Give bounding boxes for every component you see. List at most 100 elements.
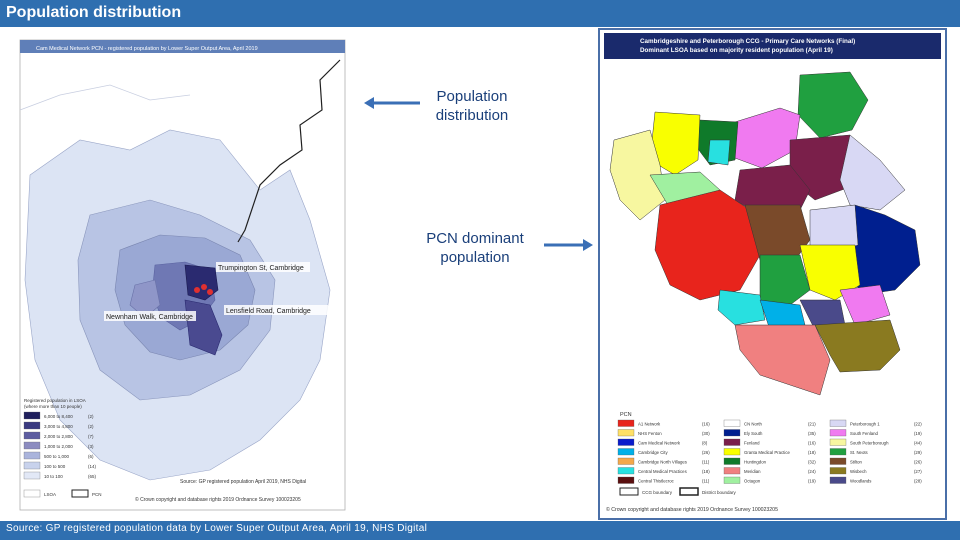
right-legend-swatch [829, 419, 847, 427]
left-legend-title-2: (where more than 10 people) [24, 404, 82, 409]
right-legend-label: Cam Medical Network [638, 441, 681, 446]
right-legend-label: South Fenland [850, 431, 879, 436]
left-legend-label: 3,000 to 4,800 [44, 424, 73, 429]
right-legend-swatch [723, 429, 741, 437]
place-label-lensfield: Lensfield Road, Cambridge [226, 308, 311, 315]
right-legend-swatch [723, 438, 741, 446]
right-legend-label: St. Neots [850, 450, 868, 455]
right-legend-swatch [829, 467, 847, 475]
right-legend-swatch [617, 419, 635, 427]
left-legend-count: (2) [88, 424, 94, 429]
left-map-copyright: © Crown copyright and database rights 20… [135, 496, 301, 503]
right-legend-label: Octagon [744, 479, 761, 484]
right-legend-swatch [829, 448, 847, 456]
right-legend-label: Cambridge North Villages [638, 460, 687, 465]
right-legend-label: Wisbech [850, 469, 867, 474]
right-legend-count: (8) [702, 441, 708, 446]
left-legend-swatch [23, 441, 41, 450]
right-legend-count: (16) [702, 422, 710, 427]
source-note: Source: GP registered population data by… [6, 523, 428, 534]
place-label-newnham: Newnham Walk, Cambridge [106, 314, 193, 321]
right-legend-swatch [829, 457, 847, 465]
right-legend-count: (11) [702, 479, 710, 484]
right-legend-label: South Peterborough [850, 441, 889, 446]
right-legend-swatch [617, 448, 635, 456]
left-legend-pcn: PCN [92, 492, 102, 497]
right-map-title-1: Cambridgeshire and Peterborough CCG - Pr… [640, 38, 855, 45]
left-legend-title-1: Registered population in LSOA [24, 398, 86, 403]
left-legend-swatch [23, 421, 41, 430]
left-map-legend: Registered population in LSOA (where mor… [23, 398, 102, 498]
annotation-line: population [440, 249, 510, 266]
right-legend-label: Granta Medical Practice [744, 450, 790, 455]
right-legend-ccg-boundary: CCG boundary [642, 490, 673, 495]
right-legend-count: (26) [702, 450, 710, 455]
right-legend-count: (26) [914, 460, 922, 465]
left-legend-count: (6) [88, 454, 94, 459]
left-legend-label: 500 to 1,000 [44, 454, 70, 459]
right-legend-title: PCN [620, 412, 632, 418]
right-legend-count: (44) [914, 441, 922, 446]
arrow-to-right-map [544, 239, 593, 251]
right-legend-label: Central Thistlecroc [638, 479, 675, 484]
left-legend-count: (14) [88, 464, 97, 469]
right-legend-label: Cambridge City [638, 450, 668, 455]
left-legend-count: (2) [88, 414, 94, 419]
annotation-line: Population [436, 88, 508, 105]
right-legend-label: Peterborough 1 [850, 422, 880, 427]
left-legend-swatch [23, 411, 41, 420]
right-legend-label: Stilton [850, 460, 863, 465]
left-legend-swatch [23, 461, 41, 470]
right-legend-label: A1 Network [638, 422, 661, 427]
arrow-to-left-map [364, 97, 420, 109]
left-legend-lsoa: LSOA [44, 492, 56, 497]
annotation-line: distribution [435, 107, 509, 124]
page-title: Population distribution [6, 4, 182, 21]
right-legend-swatch [617, 457, 635, 465]
population-distribution-annotation: Population distribution [412, 87, 532, 125]
right-legend-count: (19) [808, 479, 816, 484]
right-legend-swatch [829, 438, 847, 446]
left-map-source: Source: GP registered population April 2… [180, 479, 306, 485]
pcn-dominant-annotation: PCN dominant population [405, 229, 545, 267]
left-legend-label: 10 to 100 [44, 474, 63, 479]
right-legend-label: Ely South [744, 431, 763, 436]
right-legend-swatch [723, 419, 741, 427]
right-legend-count: (18) [808, 450, 816, 455]
right-legend-swatch [723, 457, 741, 465]
right-legend-count: (32) [808, 460, 816, 465]
left-legend-count: (65) [88, 474, 97, 479]
right-legend-swatch [617, 467, 635, 475]
right-legend-count: (18) [702, 469, 710, 474]
right-map: Cambridgeshire and Peterborough CCG - Pr… [598, 28, 947, 520]
right-legend-label: NHS Fenton [638, 431, 662, 436]
right-legend-swatch [617, 476, 635, 484]
right-map-copyright: © Crown copyright and database rights 20… [606, 506, 778, 513]
right-legend-district-boundary: District boundary [702, 490, 737, 495]
left-legend-label: 2,000 to 2,800 [44, 434, 73, 439]
right-legend-count: (28) [914, 479, 922, 484]
place-label-trumpington: Trumpington St, Cambridge [218, 265, 304, 272]
annotation-line: PCN dominant [426, 230, 524, 247]
right-legend-count: (30) [702, 431, 710, 436]
left-legend-count: (3) [88, 444, 94, 449]
right-legend-count: (21) [808, 422, 816, 427]
left-legend-label: 6,000 to 8,400 [44, 414, 73, 419]
right-legend-swatch [829, 476, 847, 484]
header-bar: Population distribution [0, 0, 960, 27]
right-legend-label: CN North [744, 422, 763, 427]
right-legend-count: (35) [808, 431, 816, 436]
right-legend-label: Woodlands [850, 479, 871, 484]
footer-bar: Source: GP registered population data by… [0, 521, 960, 540]
left-legend-swatch [23, 431, 41, 440]
left-legend-count: (7) [88, 434, 94, 439]
left-legend-label: 100 to 500 [44, 464, 66, 469]
right-legend-count: (22) [914, 422, 922, 427]
right-legend-swatch [723, 448, 741, 456]
right-legend-count: (24) [808, 469, 816, 474]
right-legend-swatch [723, 476, 741, 484]
left-legend-label: 1,000 to 2,000 [44, 444, 73, 449]
right-legend-swatch [829, 429, 847, 437]
left-legend-swatch [23, 471, 41, 480]
